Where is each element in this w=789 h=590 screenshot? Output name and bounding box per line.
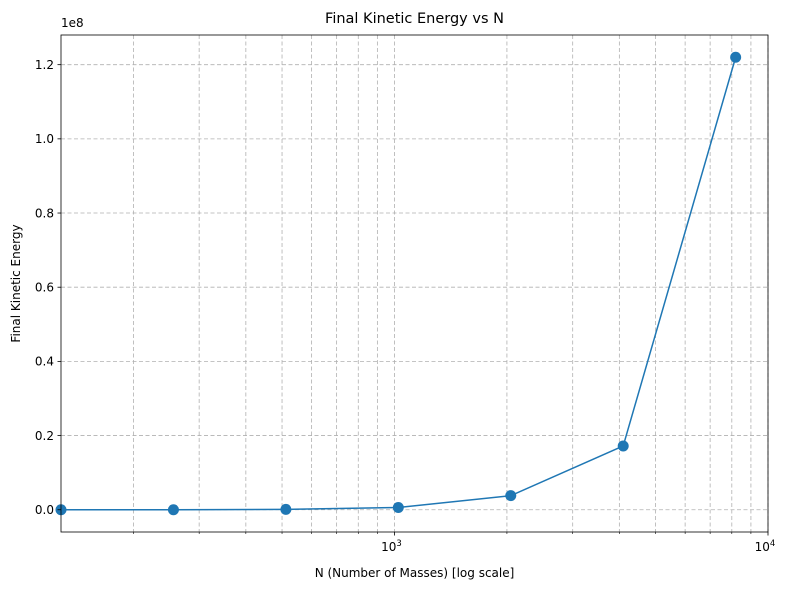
data-point [505,490,517,502]
data-point [730,51,742,63]
y-tick-label: 0.8 [35,206,54,220]
y-tick-label: 1.0 [35,132,54,146]
y-axis-offset-label: 1e8 [61,16,84,30]
y-tick-label: 0.6 [35,281,54,295]
x-axis-label: N (Number of Masses) [log scale] [315,566,515,580]
y-tick-label: 0.2 [35,429,54,443]
y-axis-label: Final Kinetic Energy [9,224,23,342]
plot-frame [60,34,769,533]
x-tick-label-exponent: 4 [770,539,775,549]
y-axis: 0.0 0.2 0.4 0.6 0.8 1.0 1.2 [35,58,61,517]
x-tick-label-exponent: 3 [396,539,401,549]
data-point [392,502,404,514]
data-point [280,503,292,515]
y-tick-label: 0.0 [35,503,54,517]
y-tick-label: 0.4 [35,355,54,369]
data-point [617,440,629,452]
data-point [167,504,179,516]
chart-title: Final Kinetic Energy vs N [325,11,504,27]
y-tick-label: 1.2 [35,58,54,72]
series-layer [55,51,742,516]
